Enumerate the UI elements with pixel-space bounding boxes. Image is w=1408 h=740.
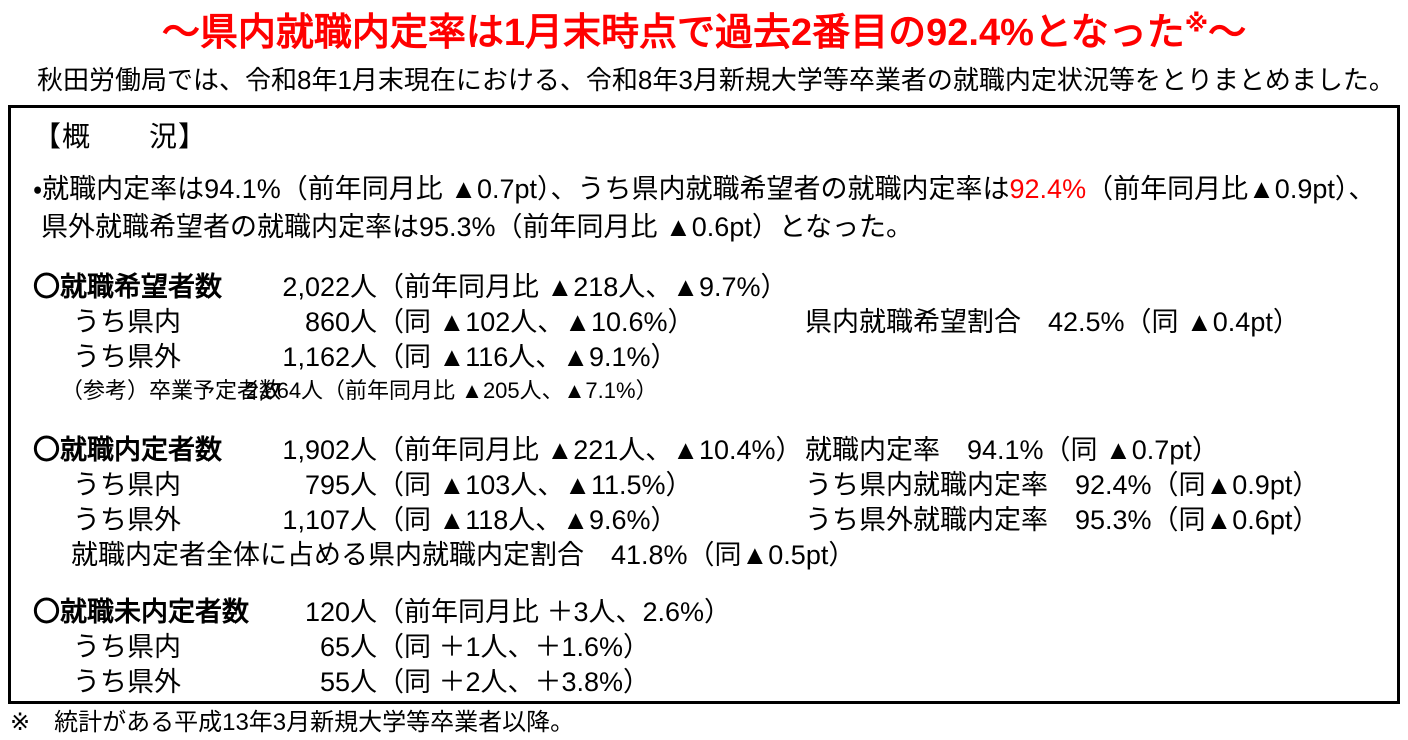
overview-heading: 【概 況】	[33, 121, 208, 152]
row-right-note: うち県内就職内定率 92.4%（同▲0.9pt）	[805, 470, 1320, 500]
section-header-detail: （前年同月比 ＋3人、2.6%）	[377, 597, 732, 627]
summary-line1-after: （前年同月比▲0.9pt）、	[1086, 174, 1376, 204]
row-number: 1,162人	[282, 342, 377, 372]
row-label: うち県外	[73, 667, 181, 697]
row-right-note	[805, 340, 1383, 375]
row-label: うち県内	[73, 470, 181, 500]
section-header-right-note: 就職内定率 94.1%（同 ▲0.7pt）	[805, 435, 1219, 465]
data-row-in-pref: うち県内 795人 （同 ▲103人、▲11.5%） うち県内就職内定率 92.…	[33, 468, 1383, 503]
page-title-text: ～県内就職内定率は1月末時点で過去2番目の92.4%となった	[161, 12, 1185, 54]
title-footnote-marker: ※	[1184, 10, 1209, 38]
section-header-number: 120人	[304, 597, 377, 627]
section-header-right-note	[805, 270, 1383, 305]
row-label: うち県外	[73, 505, 181, 535]
overview-box: 【概 況】 ・就職内定率は94.1%（前年同月比 ▲0.7pt）、うち県内就職希…	[8, 105, 1400, 704]
row-number: 55人	[319, 667, 377, 697]
section-tail-note: 就職内定者全体に占める県内就職内定割合 41.8%（同▲0.5pt）	[71, 540, 856, 570]
row-number: 795人	[304, 470, 377, 500]
reference-note-label: （参考）卒業予定者数	[61, 378, 282, 403]
section-header-row: 〇就職内定者数 1,902人 （前年同月比 ▲221人、▲10.4%） 就職内定…	[33, 433, 1383, 468]
section-header-label: 〇就職未内定者数	[33, 597, 249, 627]
row-detail: （同 ▲116人、▲9.1%）	[377, 342, 678, 372]
section-header-number: 1,902人	[282, 435, 377, 465]
data-row-out-pref: うち県外 1,162人 （同 ▲116人、▲9.1%）	[33, 340, 1383, 375]
data-row-in-pref: うち県内 65人 （同 ＋1人、＋1.6%）	[33, 630, 1383, 665]
section-header-label: 〇就職希望者数	[33, 272, 222, 302]
section-header-detail: （前年同月比 ▲221人、▲10.4%）	[377, 435, 803, 465]
row-detail: （同 ▲103人、▲11.5%）	[377, 470, 693, 500]
section-offers: 〇就職内定者数 1,902人 （前年同月比 ▲221人、▲10.4%） 就職内定…	[33, 433, 1383, 573]
section-header-row: 〇就職希望者数 2,022人 （前年同月比 ▲218人、▲9.7%）	[33, 270, 1383, 305]
row-label: うち県内	[73, 632, 181, 662]
section-header-number: 2,022人	[282, 272, 377, 302]
section-header-right-note	[805, 595, 1383, 630]
row-label: うち県外	[73, 342, 181, 372]
row-number: 860人	[304, 307, 377, 337]
data-row-out-pref: うち県外 55人 （同 ＋2人、＋3.8%）	[33, 665, 1383, 700]
data-row-in-pref: うち県内 860人 （同 ▲102人、▲10.6%） 県内就職希望割合 42.5…	[33, 305, 1383, 340]
intro-text: 秋田労働局では、令和8年1月末現在における、令和8年3月新規大学等卒業者の就職内…	[37, 65, 1395, 95]
page-title: ～県内就職内定率は1月末時点で過去2番目の92.4%となった※～	[0, 8, 1408, 58]
summary-line2: 県外就職希望者の就職内定率は95.3%（前年同月比 ▲0.6pt）となった。	[41, 212, 914, 242]
row-right-note: 県内就職希望割合 42.5%（同 ▲0.4pt）	[805, 307, 1300, 337]
row-detail: （同 ＋1人、＋1.6%）	[377, 632, 651, 662]
row-right-note	[805, 665, 1383, 700]
row-right-note: うち県外就職内定率 95.3%（同▲0.6pt）	[805, 505, 1320, 535]
footnote: ※ 統計がある平成13年3月新規大学等卒業者以降。	[10, 709, 575, 736]
section-header-detail: （前年同月比 ▲218人、▲9.7%）	[377, 272, 788, 302]
row-right-note	[805, 630, 1383, 665]
row-detail: （同 ＋2人、＋3.8%）	[377, 667, 651, 697]
data-row-out-pref: うち県外 1,107人 （同 ▲118人、▲9.6%） うち県外就職内定率 95…	[33, 503, 1383, 538]
row-label: うち県内	[73, 307, 181, 337]
summary-paragraph: ・就職内定率は94.1%（前年同月比 ▲0.7pt）、うち県内就職希望者の就職内…	[33, 170, 1383, 246]
row-number: 1,107人	[282, 505, 377, 535]
row-detail: （同 ▲102人、▲10.6%）	[377, 307, 695, 337]
section-applicants: 〇就職希望者数 2,022人 （前年同月比 ▲218人、▲9.7%） うち県内 …	[33, 270, 1383, 407]
section-header-row: 〇就職未内定者数 120人 （前年同月比 ＋3人、2.6%）	[33, 595, 1383, 630]
section-pending: 〇就職未内定者数 120人 （前年同月比 ＋3人、2.6%） うち県内 65人 …	[33, 595, 1383, 700]
section-header-label: 〇就職内定者数	[33, 435, 222, 465]
reference-note-value: 2,664人（前年同月比 ▲205人、▲7.1%）	[246, 378, 658, 403]
summary-line1-before: ・就職内定率は94.1%（前年同月比 ▲0.7pt）、うち県内就職希望者の就職内…	[33, 174, 1010, 204]
row-number: 65人	[319, 632, 377, 662]
page-title-tail: ～	[1208, 12, 1247, 54]
reference-note-row: （参考）卒業予定者数 2,664人（前年同月比 ▲205人、▲7.1%）	[33, 375, 1383, 407]
summary-highlight-value: 92.4%	[1009, 174, 1087, 204]
row-detail: （同 ▲118人、▲9.6%）	[377, 505, 678, 535]
